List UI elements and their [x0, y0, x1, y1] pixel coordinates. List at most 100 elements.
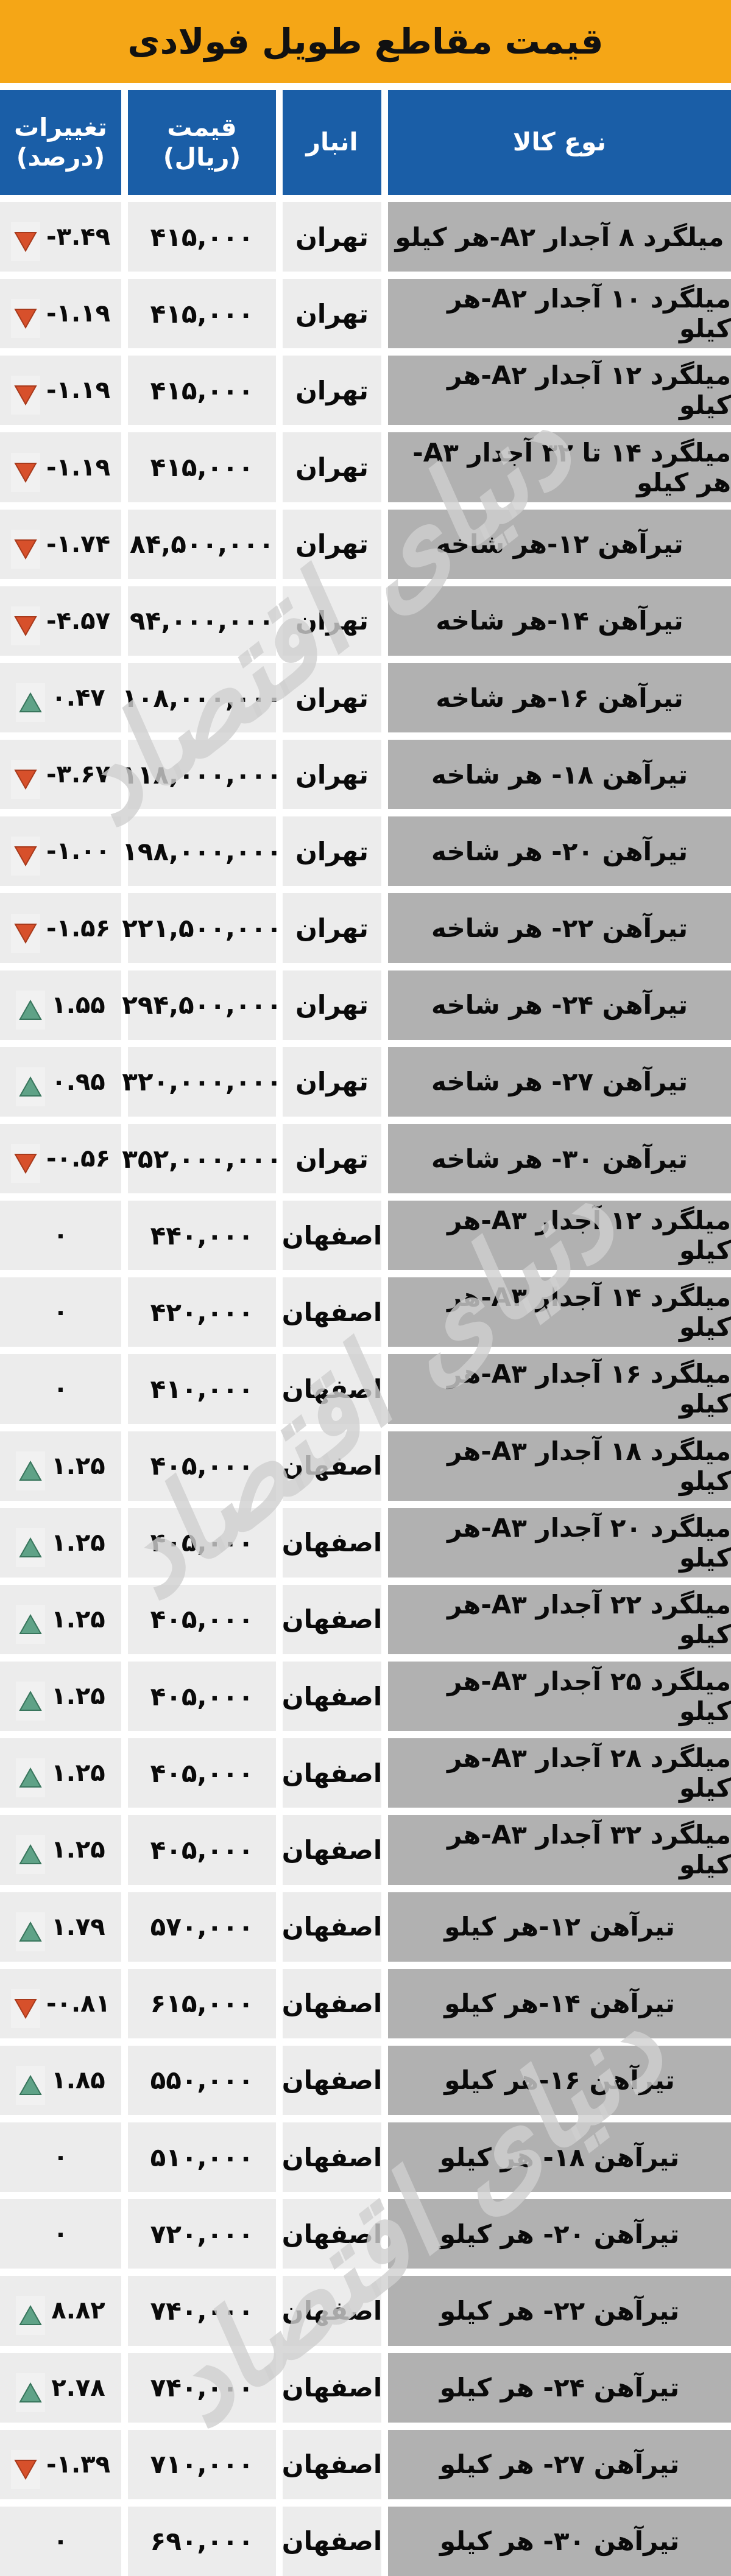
- product-name: میلگرد ۳۲ آجدار A۳-هر کیلو: [388, 1815, 731, 1885]
- price-value: ۴۱۵,۰۰۰: [128, 356, 276, 426]
- up-triangle-icon: [16, 2373, 46, 2412]
- down-triangle-icon: [10, 837, 40, 876]
- product-name: تیرآهن ۳۰- هر کیلو: [388, 2506, 731, 2576]
- price-value: ۴۰۵,۰۰۰: [128, 1738, 276, 1808]
- product-name: تیرآهن ۲۰- هر شاخه: [388, 816, 731, 886]
- change-value: ۱.۸۵: [51, 2066, 105, 2094]
- down-triangle-icon: [10, 606, 40, 645]
- warehouse: اصفهان: [282, 1584, 382, 1655]
- product-name: تیرآهن ۱۶-هر شاخه: [388, 662, 731, 733]
- change-cell: -۰.۵۶: [0, 1123, 121, 1194]
- change-cell: ۰: [0, 2122, 121, 2192]
- change-value: -۳.۶۷: [46, 760, 111, 789]
- change-value: ۱.۲۵: [51, 1451, 105, 1480]
- product-name: تیرآهن ۲۰- هر کیلو: [388, 2199, 731, 2269]
- change-cell: ۸.۸۲: [0, 2276, 121, 2346]
- product-name: تیرآهن ۱۴-هر کیلو: [388, 1968, 731, 2038]
- table-row: تیرآهن ۲۰- هر شاخه تهران ۱۹۸,۰۰۰,۰۰۰ -۱.…: [0, 816, 731, 886]
- table-row: تیرآهن ۲۴- هر شاخه تهران ۲۹۴,۵۰۰,۰۰۰ ۱.۵…: [0, 970, 731, 1040]
- table-header-row: نوع کالا انبار قیمت (ریال) تغییرات (درصد…: [0, 90, 731, 195]
- change-cell: -۱.۵۶: [0, 893, 121, 963]
- price-value: ۲۹۴,۵۰۰,۰۰۰: [122, 970, 281, 1040]
- product-name: تیرآهن ۱۶-هر کیلو: [388, 2045, 731, 2116]
- change-value: -۱.۱۹: [46, 300, 111, 328]
- change-value: -۰.۸۱: [46, 1989, 111, 2018]
- warehouse: اصفهان: [282, 2045, 382, 2116]
- change-cell: ۱.۲۵: [0, 1431, 121, 1501]
- price-value: ۹۴,۰۰۰,۰۰۰: [128, 586, 276, 656]
- product-name: تیرآهن ۲۲- هر کیلو: [388, 2276, 731, 2346]
- warehouse: تهران: [283, 1047, 381, 1117]
- change-cell: -۱.۱۹: [0, 356, 121, 426]
- change-value: ۰: [53, 1375, 68, 1403]
- change-value: -۱.۰۰: [46, 837, 111, 866]
- change-value: ۱.۲۵: [51, 1682, 105, 1711]
- change-value: -۱.۱۹: [46, 453, 111, 482]
- change-value: -۱.۷۴: [46, 530, 111, 558]
- price-value: ۲۲۱,۵۰۰,۰۰۰: [122, 893, 281, 963]
- warehouse: اصفهان: [282, 1507, 382, 1578]
- change-cell: -۳.۶۷: [0, 740, 121, 810]
- change-value: ۸.۸۲: [51, 2297, 105, 2325]
- table-row: تیرآهن ۲۲- هر کیلو اصفهان ۷۴۰,۰۰۰ ۸.۸۲: [0, 2276, 731, 2346]
- change-cell: ۰.۹۵: [0, 1047, 121, 1117]
- up-triangle-icon: [16, 990, 46, 1030]
- change-cell: ۰.۴۷: [0, 662, 121, 733]
- change-cell: ۱.۵۵: [0, 970, 121, 1040]
- table-row: میلگرد ۸ آجدار A۲-هر کیلو تهران ۴۱۵,۰۰۰ …: [0, 202, 731, 272]
- product-name: تیرآهن ۱۸- هر شاخه: [388, 740, 731, 810]
- change-cell: ۱.۷۹: [0, 1892, 121, 1962]
- product-name: میلگرد ۱۴ آجدار A۳-هر کیلو: [388, 1277, 731, 1347]
- table-row: میلگرد ۱۴ تا ۳۲ آجدار A۳-هر کیلو تهران ۴…: [0, 432, 731, 502]
- product-name: تیرآهن ۲۴- هر کیلو: [388, 2353, 731, 2423]
- product-name: میلگرد ۱۸ آجدار A۳-هر کیلو: [388, 1431, 731, 1501]
- warehouse: تهران: [283, 509, 381, 579]
- up-triangle-icon: [16, 2296, 46, 2336]
- change-value: ۱.۲۵: [51, 1605, 105, 1634]
- table-row: تیرآهن ۱۴-هر شاخه تهران ۹۴,۰۰۰,۰۰۰ -۴.۵۷: [0, 586, 731, 656]
- warehouse: اصفهان: [282, 1354, 382, 1424]
- change-value: ۲.۷۸: [51, 2373, 105, 2402]
- product-name: تیرآهن ۲۴- هر شاخه: [388, 970, 731, 1040]
- warehouse: اصفهان: [282, 1431, 382, 1501]
- change-cell: -۱.۷۴: [0, 509, 121, 579]
- warehouse: تهران: [283, 740, 381, 810]
- up-triangle-icon: [16, 1528, 46, 1567]
- change-value: ۰: [53, 2220, 68, 2248]
- down-triangle-icon: [10, 299, 40, 339]
- product-name: میلگرد ۱۲ آجدار A۲-هر کیلو: [388, 356, 731, 426]
- table-row: میلگرد ۱۴ آجدار A۳-هر کیلو اصفهان ۴۲۰,۰۰…: [0, 1277, 731, 1347]
- change-value: ۰: [53, 2527, 68, 2555]
- up-triangle-icon: [16, 2065, 46, 2105]
- warehouse: اصفهان: [282, 1968, 382, 2038]
- change-value: ۱.۷۹: [51, 1912, 105, 1941]
- change-value: -۱.۳۹: [46, 2450, 111, 2479]
- warehouse: تهران: [283, 432, 381, 502]
- change-cell: ۱.۲۵: [0, 1662, 121, 1732]
- price-value: ۶۱۵,۰۰۰: [128, 1968, 276, 2038]
- warehouse: اصفهان: [282, 1201, 382, 1271]
- product-name: میلگرد ۲۵ آجدار A۳-هر کیلو: [388, 1662, 731, 1732]
- up-triangle-icon: [16, 1835, 46, 1875]
- product-name: میلگرد ۱۶ آجدار A۳-هر کیلو: [388, 1354, 731, 1424]
- table-row: تیرآهن ۳۰- هر شاخه تهران ۳۵۲,۰۰۰,۰۰۰ -۰.…: [0, 1123, 731, 1194]
- up-triangle-icon: [16, 1067, 46, 1106]
- down-triangle-icon: [10, 1144, 40, 1183]
- price-value: ۱۱۸,۰۰۰,۰۰۰: [122, 740, 281, 810]
- warehouse: تهران: [283, 202, 381, 272]
- change-cell: -۱.۳۹: [0, 2429, 121, 2499]
- table-row: تیرآهن ۲۴- هر کیلو اصفهان ۷۴۰,۰۰۰ ۲.۷۸: [0, 2353, 731, 2423]
- change-cell: ۰: [0, 1277, 121, 1347]
- product-name: تیرآهن ۲۷- هر شاخه: [388, 1047, 731, 1117]
- table-row: تیرآهن ۱۸- هر کیلو اصفهان ۵۱۰,۰۰۰ ۰: [0, 2122, 731, 2192]
- change-cell: -۴.۵۷: [0, 586, 121, 656]
- warehouse: تهران: [283, 586, 381, 656]
- product-name: تیرآهن ۱۲-هر کیلو: [388, 1892, 731, 1962]
- product-name: میلگرد ۱۲ آجدار A۳-هر کیلو: [388, 1201, 731, 1271]
- price-value: ۷۴۰,۰۰۰: [128, 2353, 276, 2423]
- price-value: ۳۲۰,۰۰۰,۰۰۰: [122, 1047, 281, 1117]
- product-name: تیرآهن ۱۲-هر شاخه: [388, 509, 731, 579]
- table-row: تیرآهن ۱۶-هر کیلو اصفهان ۵۵۰,۰۰۰ ۱.۸۵: [0, 2045, 731, 2116]
- price-value: ۷۴۰,۰۰۰: [128, 2276, 276, 2346]
- change-value: ۰.۹۵: [51, 1067, 105, 1096]
